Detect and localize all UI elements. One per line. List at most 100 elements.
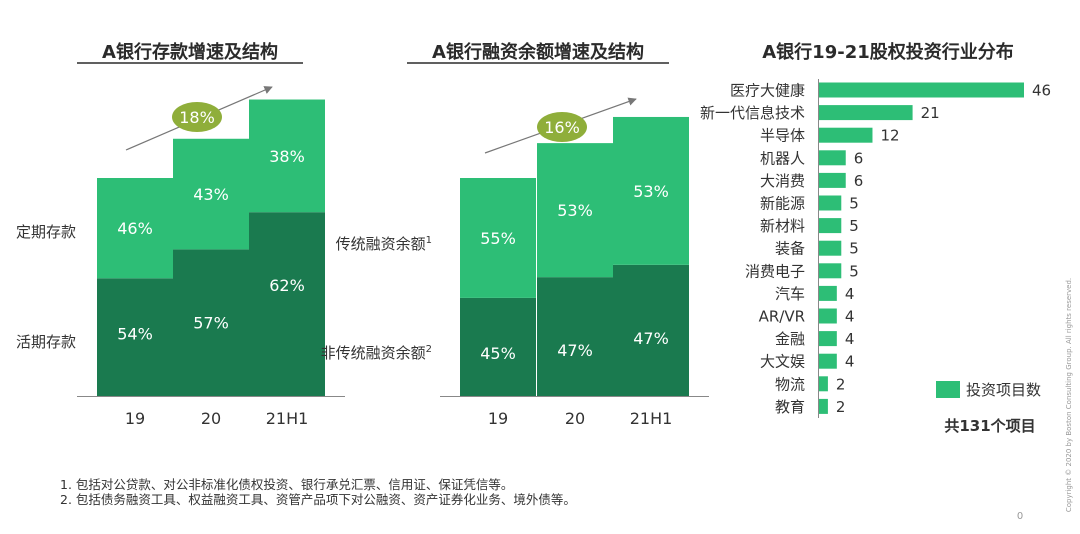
category-label: 消费电子: [745, 262, 805, 280]
growth-badge-label: 16%: [544, 118, 580, 137]
bar-top-segment: [173, 138, 249, 250]
bar: [819, 308, 837, 324]
footnote-ref: 1: [426, 235, 432, 246]
bar-row: 大消费 6: [760, 172, 863, 190]
bar-bottom-segment: [460, 297, 536, 396]
value-label: 46: [1032, 82, 1051, 100]
bar-top-segment: [249, 99, 325, 213]
bar: [819, 127, 873, 143]
bar: [819, 172, 846, 188]
category-label: 新一代信息技术: [700, 104, 805, 122]
category-label: AR/VR: [759, 308, 805, 326]
bar: [819, 331, 837, 347]
footnote: 1. 包括对公贷款、对公非标准化债权投资、银行承兑汇票、信用证、保证凭信等。: [60, 477, 513, 492]
bar-group: 45% 55%: [460, 178, 536, 396]
bar-group: 47% 53%: [537, 143, 613, 396]
category-label: 大消费: [760, 172, 805, 190]
bar-group: 57% 43%: [173, 138, 249, 396]
footnote-ref: 2: [426, 344, 432, 355]
value-label: 21: [921, 104, 940, 122]
bar-top-label: 53%: [633, 182, 669, 201]
bar-group: 62% 38%: [249, 99, 325, 396]
category-label: 新能源: [760, 195, 805, 213]
bar-top-label: 55%: [480, 229, 516, 248]
bar: [819, 398, 828, 414]
category-label: 半导体: [760, 127, 805, 145]
bar-row: 新能源 5: [760, 195, 859, 213]
bar-row: 半导体 12: [760, 127, 900, 145]
bar-row: 新一代信息技术 21: [700, 104, 940, 122]
bar: [819, 195, 842, 211]
bar-bottom-label: 47%: [633, 329, 669, 348]
bar-bottom-segment: [537, 277, 613, 396]
bar-row: 金融 4: [775, 330, 854, 348]
bar-group: 54% 46%: [97, 178, 173, 396]
x-tick-label: 20: [565, 409, 585, 428]
bar-row: 医疗大健康 46: [730, 82, 1051, 100]
series-label-bottom: 活期存款: [16, 333, 76, 351]
bar-group: 47% 53%: [613, 116, 689, 396]
chart-title: A银行融资余额增速及结构: [432, 41, 644, 63]
category-label: 金融: [775, 330, 805, 348]
bar-row: 消费电子 5: [745, 262, 859, 280]
bar-top-segment: [97, 178, 173, 279]
category-label: 教育: [775, 398, 805, 416]
series-label-top: 传统融资余额1: [336, 235, 432, 253]
value-label: 5: [849, 240, 859, 258]
bar-top-label: 43%: [193, 185, 229, 204]
bar: [819, 285, 837, 301]
bar-row: 汽车 4: [775, 285, 854, 303]
bar-row: 教育 2: [775, 398, 845, 416]
bar-bottom-segment: [249, 212, 325, 396]
bar: [819, 218, 842, 234]
series-label-top: 定期存款: [16, 223, 76, 241]
bar: [819, 353, 837, 369]
value-label: 12: [880, 127, 899, 145]
x-tick-label: 19: [125, 409, 145, 428]
bar-bottom-segment: [613, 264, 689, 396]
series-label-bottom: 非传统融资余额2: [321, 344, 432, 362]
category-label: 大文娱: [760, 353, 805, 371]
bar-top-segment: [537, 143, 613, 278]
stacked-chart-2: A银行融资余额增速及结构 45% 55% 19 47% 53% 20 47% 53% 21H1 非传…: [321, 41, 709, 428]
bar-top-segment: [613, 116, 689, 265]
x-tick-label: 21H1: [266, 409, 309, 428]
value-label: 2: [836, 375, 846, 393]
bar: [819, 263, 842, 279]
x-tick-label: 20: [201, 409, 221, 428]
value-label: 4: [845, 330, 855, 348]
legend-label: 投资项目数: [966, 381, 1041, 399]
value-label: 5: [849, 217, 859, 235]
value-label: 2: [836, 398, 846, 416]
value-label: 5: [849, 195, 859, 213]
bar-row: 装备 5: [775, 240, 859, 258]
bar-row: AR/VR 4: [759, 308, 855, 326]
bar-row: 新材料 5: [760, 217, 859, 235]
bar-row: 大文娱 4: [760, 353, 854, 371]
bar-top-label: 38%: [269, 147, 305, 166]
category-label: 装备: [775, 240, 805, 258]
chart-title: A银行存款增速及结构: [102, 41, 278, 63]
value-label: 6: [854, 172, 864, 190]
chart-title: A银行19-21股权投资行业分布: [762, 41, 1014, 63]
bar-bottom-label: 62%: [269, 276, 305, 295]
category-label: 医疗大健康: [730, 82, 805, 100]
value-label: 4: [845, 285, 855, 303]
x-tick-label: 21H1: [630, 409, 673, 428]
bar-bottom-segment: [173, 249, 249, 396]
growth-badge: [537, 112, 587, 142]
bar: [819, 150, 846, 166]
bar-row: 机器人 6: [760, 149, 863, 167]
bar-bottom-label: 47%: [557, 341, 593, 360]
value-label: 6: [854, 149, 864, 167]
growth-badge: [172, 102, 222, 132]
footnote: 2. 包括债务融资工具、权益融资工具、资管产品项下对公融资、资产证券化业务、境外…: [60, 492, 576, 507]
bar-bottom-label: 57%: [193, 313, 229, 332]
bar-top-label: 53%: [557, 201, 593, 220]
total-projects-label: 共131个项目: [944, 417, 1035, 435]
value-label: 4: [845, 308, 855, 326]
category-label: 汽车: [775, 285, 805, 303]
value-label: 5: [849, 262, 859, 280]
